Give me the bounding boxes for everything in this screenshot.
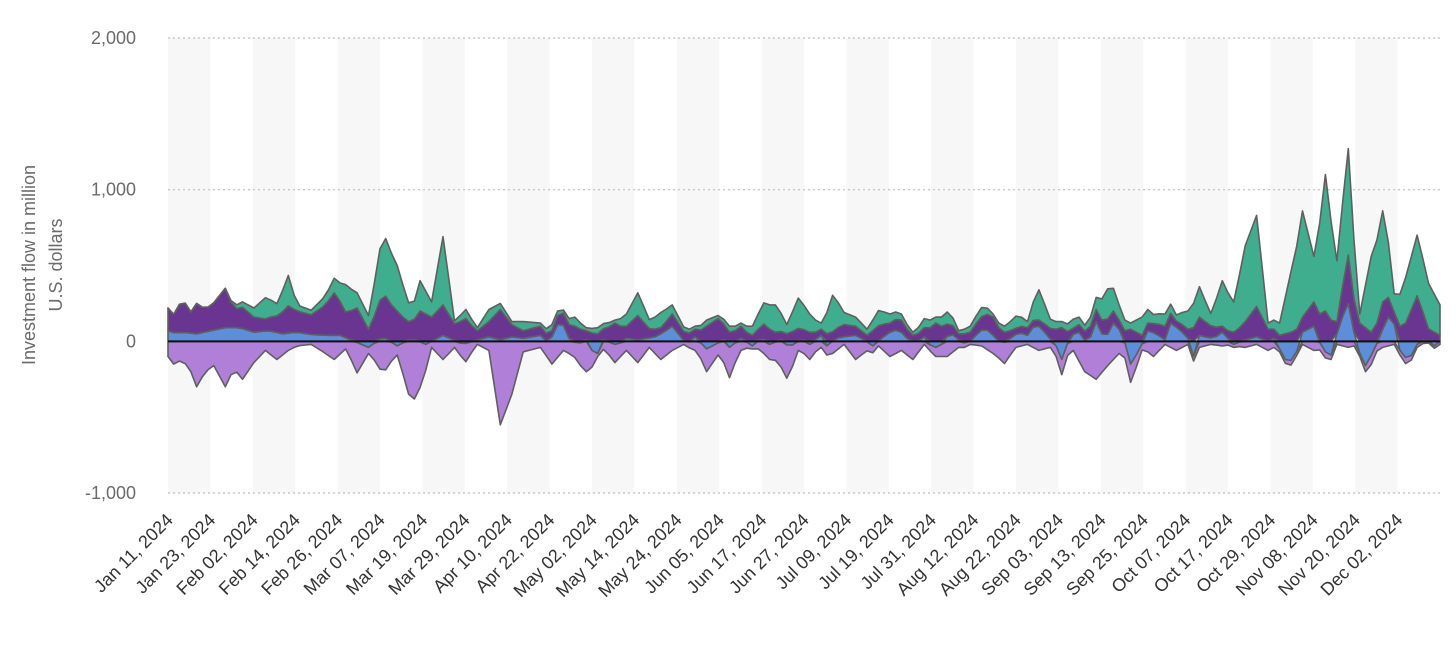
y-tick-label: 1,000 — [91, 180, 136, 200]
background-band — [592, 38, 635, 493]
background-band — [1100, 38, 1144, 493]
background-band — [168, 38, 211, 493]
background-band — [1185, 38, 1228, 493]
background-band — [1016, 38, 1059, 493]
background-band — [931, 38, 974, 493]
gridlines — [168, 37, 1440, 494]
y-axis-title-line-1: Investment flow in million — [19, 165, 39, 365]
series-area-teal — [167, 147, 1441, 337]
background-band — [761, 38, 804, 493]
background-band — [676, 38, 720, 493]
background-band — [507, 38, 550, 493]
y-tick-label: -1,000 — [85, 483, 136, 503]
background-band — [337, 38, 380, 493]
y-axis-title-line-2: U.S. dollars — [46, 218, 66, 311]
y-tick-label: 0 — [126, 331, 136, 351]
background-band — [846, 38, 889, 493]
background-band — [252, 38, 296, 493]
y-tick-label: 2,000 — [91, 28, 136, 48]
alternating-bands — [168, 38, 1398, 493]
y-axis-ticks: -1,000 0 1,000 2,000 — [85, 28, 136, 503]
